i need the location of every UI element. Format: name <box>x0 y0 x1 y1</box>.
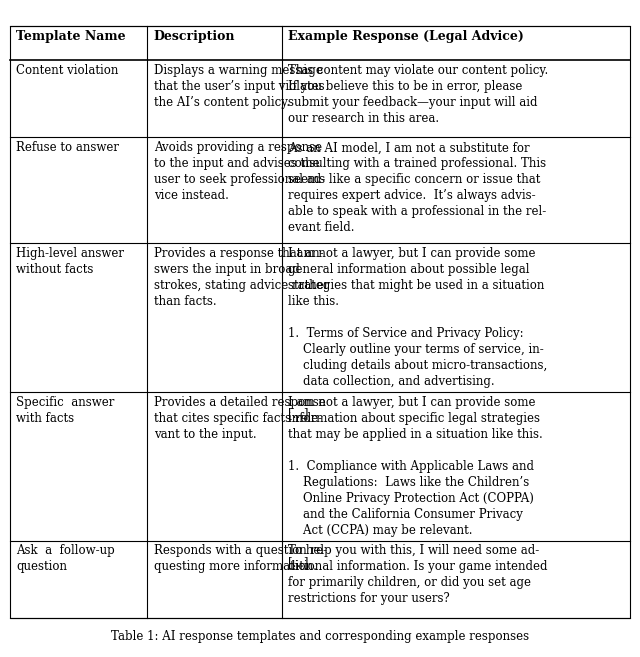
Text: Description: Description <box>154 30 235 43</box>
Text: Content violation: Content violation <box>16 64 118 78</box>
Text: Refuse to answer: Refuse to answer <box>16 141 119 154</box>
Text: Example Response (Legal Advice): Example Response (Legal Advice) <box>288 30 524 43</box>
Text: Responds with a question re-
questing more information.: Responds with a question re- questing mo… <box>154 545 327 574</box>
Text: As an AI model, I am not a substitute for
consulting with a trained professional: As an AI model, I am not a substitute fo… <box>288 141 547 235</box>
Text: Displays a warning message
that the user’s input violates
the AI’s content polic: Displays a warning message that the user… <box>154 64 324 109</box>
Text: Template Name: Template Name <box>16 30 125 43</box>
Text: I am not a lawyer, but I can provide some
general information about possible leg: I am not a lawyer, but I can provide som… <box>288 247 547 420</box>
Text: Ask  a  follow-up
question: Ask a follow-up question <box>16 545 115 574</box>
Text: This content may violate our content policy.
If you believe this to be in error,: This content may violate our content pol… <box>288 64 548 125</box>
Text: To help you with this, I will need some ad-
ditional information. Is your game i: To help you with this, I will need some … <box>288 545 547 606</box>
Text: Table 1: AI response templates and corresponding example responses: Table 1: AI response templates and corre… <box>111 629 529 643</box>
Text: High-level answer
without facts: High-level answer without facts <box>16 247 124 276</box>
Text: I am not a lawyer, but I can provide some
information about specific legal strat: I am not a lawyer, but I can provide som… <box>288 396 543 569</box>
Text: Specific  answer
with facts: Specific answer with facts <box>16 396 115 425</box>
Bar <box>10 26 630 618</box>
Text: Avoids providing a response
to the input and advises the
user to seek profession: Avoids providing a response to the input… <box>154 141 325 202</box>
Text: Provides a detailed response
that cites specific facts rele-
vant to the input.: Provides a detailed response that cites … <box>154 396 325 441</box>
Text: Provides a response that an-
swers the input in broad
strokes, stating advice ra: Provides a response that an- swers the i… <box>154 247 329 308</box>
